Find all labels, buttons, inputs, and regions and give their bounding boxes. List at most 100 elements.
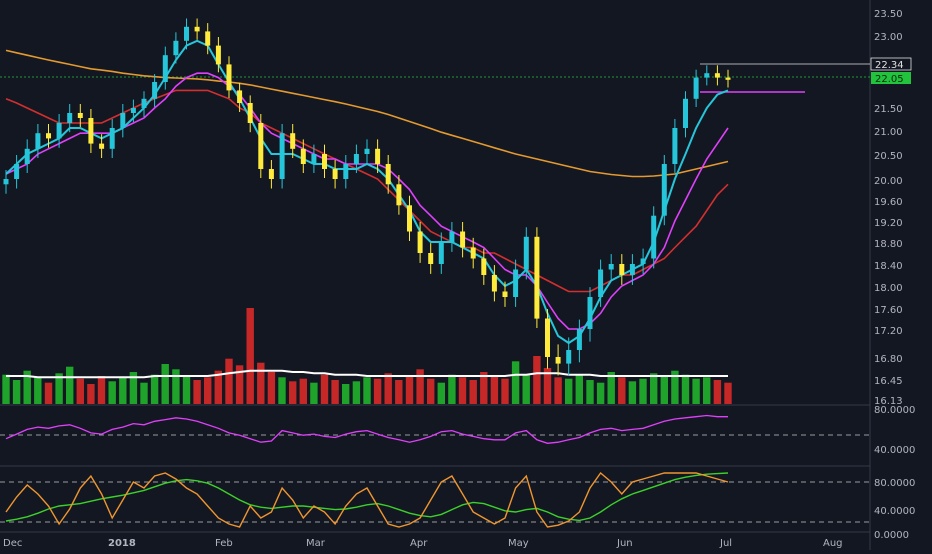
volume-bar xyxy=(437,382,445,404)
candle-body xyxy=(396,184,402,206)
volume-bar xyxy=(246,308,254,404)
candle-body xyxy=(661,164,667,216)
candle-body xyxy=(566,350,572,364)
candle-body xyxy=(215,45,221,65)
candle-body xyxy=(513,269,519,297)
candle-body xyxy=(619,264,625,275)
volume-bar xyxy=(660,376,668,404)
ma-long-line xyxy=(5,49,729,178)
volume-layer xyxy=(2,308,732,404)
candle-body xyxy=(332,169,338,179)
volume-bar xyxy=(618,377,626,404)
price-tick: 17.60 xyxy=(874,305,903,316)
candle-body xyxy=(56,123,62,139)
volume-bar xyxy=(23,370,31,404)
x-tick-apr: Apr xyxy=(410,538,428,549)
x-tick-feb: Feb xyxy=(215,538,233,549)
price-tick: 19.60 xyxy=(874,197,903,208)
candle-body xyxy=(247,103,253,123)
volume-bar xyxy=(97,376,106,404)
price-tick: 16.45 xyxy=(874,376,903,387)
osc2-tick: 40.0000 xyxy=(874,506,915,517)
candle-body xyxy=(651,215,657,259)
candle-body xyxy=(279,133,285,179)
volume-bar xyxy=(12,380,21,404)
last-price-tag xyxy=(871,72,911,84)
candle-body xyxy=(375,148,381,164)
price-tick: 19.20 xyxy=(874,218,903,229)
volume-bar xyxy=(501,378,509,404)
volume-bar xyxy=(235,365,244,404)
osc1-tick: 80.0000 xyxy=(874,405,915,416)
candle-body xyxy=(598,269,604,297)
candle-body xyxy=(67,113,73,123)
volume-bar xyxy=(34,377,42,404)
candle-body xyxy=(683,98,688,128)
candle-body xyxy=(311,154,317,164)
volume-bar xyxy=(724,382,732,404)
volume-bar xyxy=(299,378,307,404)
x-tick-aug: Aug xyxy=(823,538,843,549)
candle-body xyxy=(438,242,444,264)
volume-bar xyxy=(2,374,10,404)
candle-body xyxy=(14,164,20,179)
volume-bar xyxy=(554,377,562,404)
candle-body xyxy=(268,169,274,179)
candle-body xyxy=(226,64,232,91)
candle-body xyxy=(693,77,699,99)
volume-bar xyxy=(373,378,382,404)
candle-body xyxy=(491,275,497,292)
volume-bar xyxy=(565,378,573,404)
candle-body xyxy=(322,154,327,169)
volume-bar xyxy=(352,381,361,404)
volume-bar xyxy=(150,374,159,404)
candle-body xyxy=(353,154,359,164)
candle-body xyxy=(428,253,434,264)
volume-bar xyxy=(129,372,138,404)
volume-bar xyxy=(182,376,191,404)
candle-body xyxy=(714,73,720,78)
volume-bar xyxy=(448,374,456,404)
candle-body xyxy=(3,179,9,185)
volume-bar xyxy=(119,377,127,404)
price-tick: 18.00 xyxy=(874,283,903,294)
candle-body xyxy=(35,133,41,149)
volume-bar xyxy=(342,384,350,404)
volume-bar xyxy=(416,369,424,404)
candles-layer xyxy=(3,18,731,376)
volume-bar xyxy=(87,384,95,404)
volume-bar xyxy=(469,380,477,404)
volume-bar xyxy=(586,380,594,404)
ema-fast-line xyxy=(5,39,729,345)
candle-body xyxy=(290,133,296,149)
price-tick: 21.50 xyxy=(874,104,903,115)
volume-bar xyxy=(650,373,658,404)
volume-bar xyxy=(703,377,711,404)
volume-average-line xyxy=(6,369,728,379)
ma-slow-line xyxy=(5,89,729,293)
candle-body xyxy=(141,98,147,108)
volume-bar xyxy=(713,380,722,404)
osc2-tick: 0.0000 xyxy=(874,530,909,541)
volume-bar xyxy=(204,377,212,404)
candle-body xyxy=(629,264,635,275)
volume-bar xyxy=(458,377,467,404)
volume-bar xyxy=(681,374,690,404)
x-tick-2018: 2018 xyxy=(108,538,136,549)
candle-body xyxy=(162,55,168,82)
candle-body xyxy=(385,164,391,185)
volume-bar xyxy=(405,376,414,404)
volume-bar xyxy=(384,373,392,404)
oscillator-axis: 80.0000 40.0000 80.0000 40.0000 0.0000 xyxy=(874,405,915,541)
candle-body xyxy=(152,82,158,99)
candle-body xyxy=(545,318,550,357)
volume-bar xyxy=(140,382,148,404)
volume-bar xyxy=(193,380,201,404)
volume-bar xyxy=(172,369,180,404)
time-axis: Dec 2018 Feb Mar Apr May Jun Jul Aug xyxy=(3,538,843,549)
candle-body xyxy=(407,205,412,232)
candle-body xyxy=(672,128,678,164)
candle-body xyxy=(481,258,487,275)
